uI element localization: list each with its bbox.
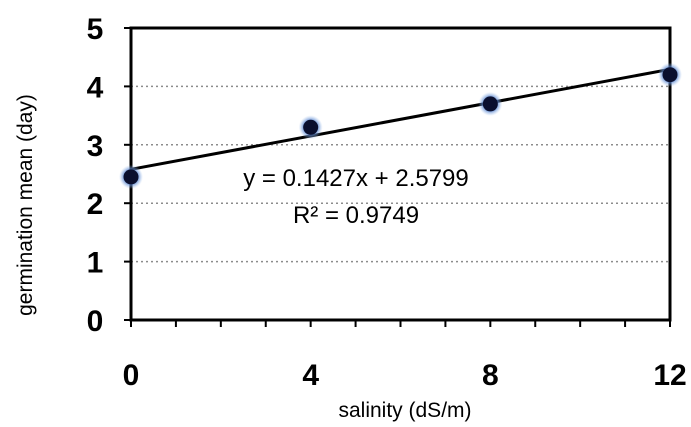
y-tick-label: 3 xyxy=(87,130,104,163)
x-tick-label: 12 xyxy=(653,359,686,392)
data-point xyxy=(662,67,678,83)
data-point xyxy=(482,96,498,112)
data-points xyxy=(119,62,682,189)
y-tick-label: 4 xyxy=(87,71,104,104)
y-tick-label: 2 xyxy=(87,188,104,221)
data-point xyxy=(123,169,139,185)
trendline-equation: y = 0.1427x + 2.5799 xyxy=(243,165,469,192)
x-tick-label: 8 xyxy=(482,359,499,392)
trendline-group xyxy=(130,67,671,171)
y-axis-title: germination mean (day) xyxy=(14,94,37,316)
y-tick-label: 1 xyxy=(87,247,104,280)
tick-marks xyxy=(124,27,671,327)
y-tick-label: 0 xyxy=(87,305,104,338)
x-tick-label: 4 xyxy=(302,359,319,392)
r-squared-label: R² = 0.9749 xyxy=(293,202,419,229)
trendline xyxy=(130,67,671,171)
x-tick-label: 0 xyxy=(123,359,140,392)
data-point xyxy=(303,119,319,135)
y-tick-label: 5 xyxy=(87,13,104,46)
x-axis-title: salinity (dS/m) xyxy=(338,399,471,422)
